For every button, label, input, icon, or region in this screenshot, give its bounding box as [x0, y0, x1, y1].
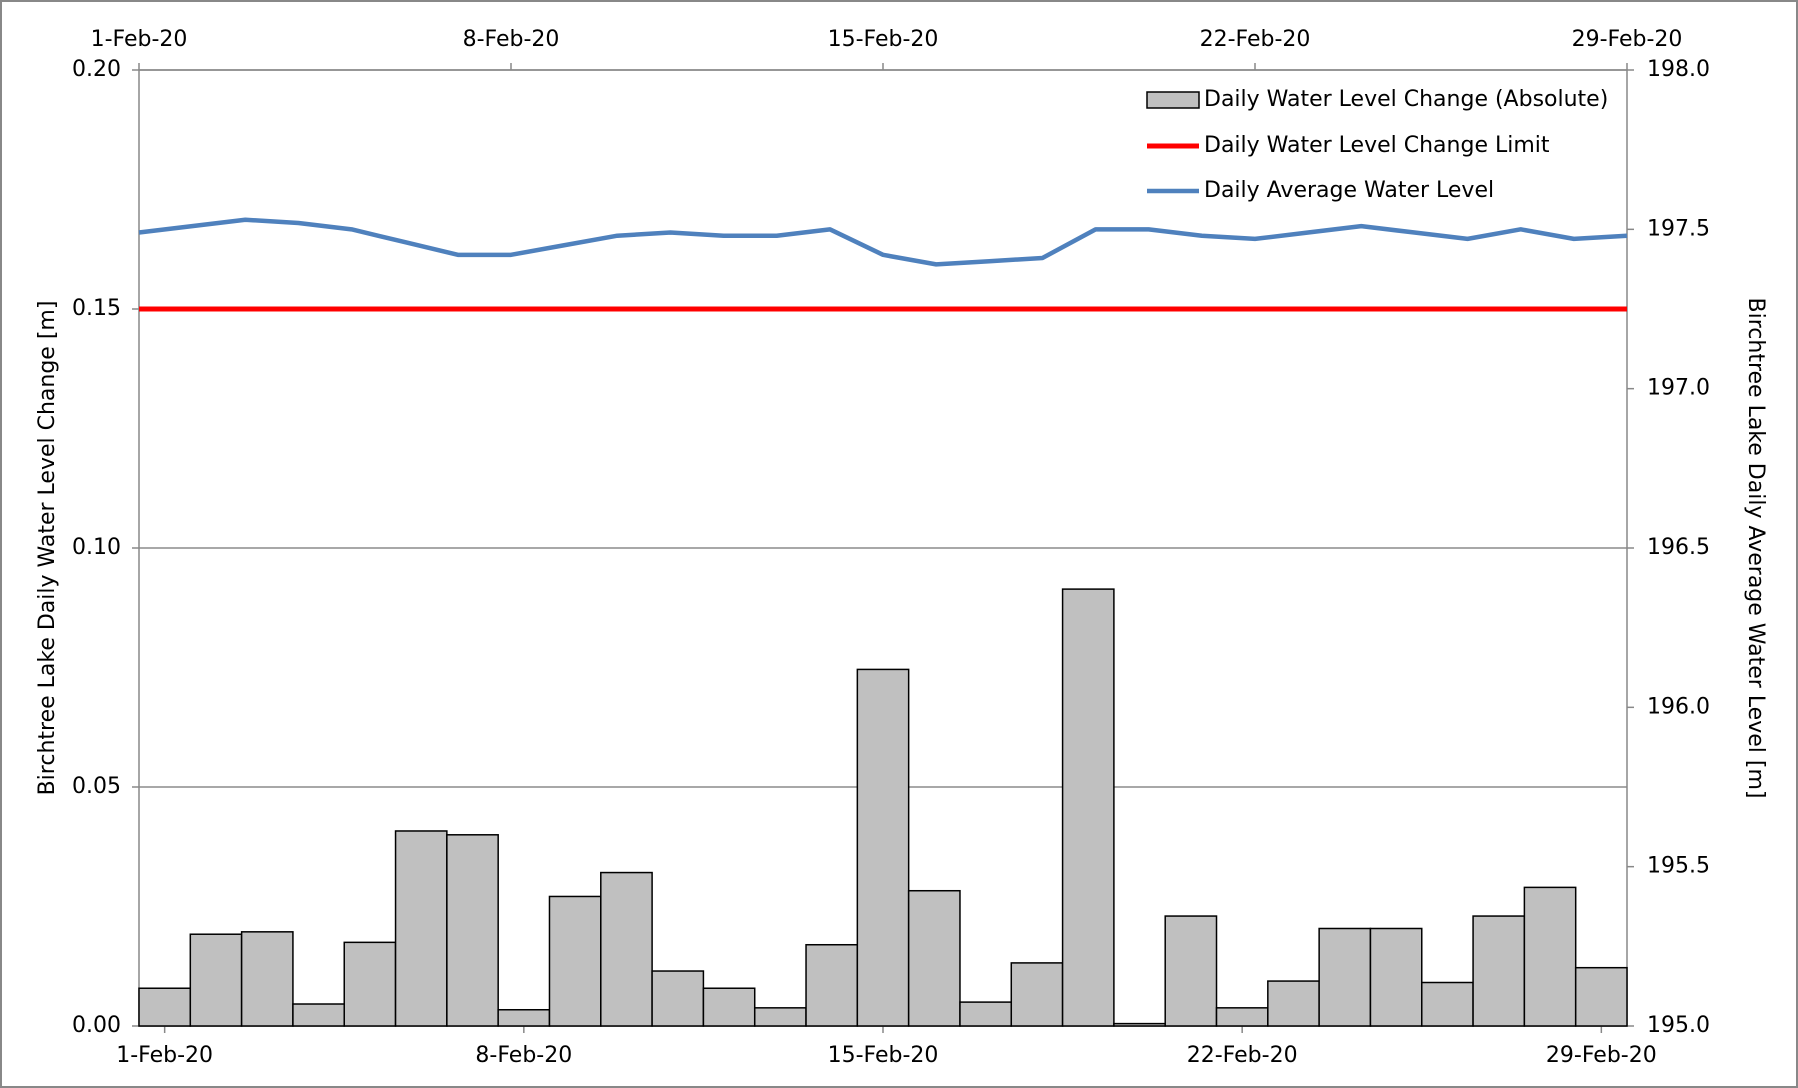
x-tick-label: 8-Feb-20 [475, 1043, 572, 1068]
bar [1164, 915, 1218, 1027]
bar [1318, 927, 1372, 1027]
bar [240, 931, 294, 1027]
bar [1472, 915, 1526, 1027]
x-tick-label: 15-Feb-20 [828, 1043, 939, 1068]
bar [1267, 980, 1320, 1027]
x-tick-label: 1-Feb-20 [116, 1043, 213, 1068]
y-axis-title: Birchtree Lake Daily Water Level Change … [35, 301, 60, 796]
bar [959, 1001, 1013, 1027]
bar [600, 871, 653, 1027]
y2-tick-label: 197.0 [1647, 376, 1710, 401]
x2-tick-label: 8-Feb-20 [463, 27, 560, 52]
bar [548, 895, 602, 1027]
bar [651, 970, 705, 1027]
x2-tick-label: 29-Feb-20 [1572, 27, 1683, 52]
x-tick-label: 22-Feb-20 [1187, 1043, 1298, 1068]
x2-tick-label: 15-Feb-20 [828, 27, 939, 52]
bar [1215, 1007, 1269, 1027]
bar [907, 889, 961, 1027]
y2-axis-title: Birchtree Lake Daily Average Water Level… [1743, 298, 1768, 799]
y2-tick-label: 197.5 [1647, 216, 1710, 241]
legend-label: Daily Water Level Change Limit [1204, 133, 1550, 158]
y-tick-label: 0.20 [72, 57, 121, 82]
legend-swatch [1146, 91, 1200, 109]
bar [702, 987, 756, 1027]
bar [497, 1008, 551, 1027]
legend-label: Daily Water Level Change (Absolute) [1204, 87, 1608, 112]
bar [292, 1003, 345, 1027]
x-tick-label: 29-Feb-20 [1546, 1043, 1657, 1068]
bar [1421, 981, 1474, 1027]
bar [1369, 927, 1423, 1027]
y2-tick-label: 195.5 [1647, 854, 1710, 879]
bar [856, 668, 910, 1027]
y2-tick-label: 196.5 [1647, 535, 1710, 560]
y-tick-label: 0.15 [72, 296, 121, 321]
x2-tick-label: 22-Feb-20 [1200, 27, 1311, 52]
bar [1061, 588, 1115, 1027]
bar [805, 943, 859, 1027]
x2-tick-label: 1-Feb-20 [91, 27, 188, 52]
bar [1113, 1022, 1166, 1027]
y2-tick-label: 196.0 [1647, 694, 1710, 719]
bar [394, 830, 448, 1027]
y-tick-label: 0.05 [72, 774, 121, 799]
bar [1523, 886, 1577, 1027]
y2-tick-label: 195.0 [1647, 1013, 1710, 1038]
bar [189, 933, 243, 1027]
bar [446, 834, 499, 1027]
bar [1010, 962, 1064, 1027]
bar [138, 987, 192, 1027]
y2-tick-label: 198.0 [1647, 57, 1710, 82]
level-line [138, 217, 1628, 267]
y-tick-label: 0.00 [72, 1013, 121, 1038]
y-tick-label: 0.10 [72, 535, 121, 560]
bar [753, 1007, 807, 1027]
bar [343, 941, 397, 1027]
bar [1574, 966, 1628, 1027]
legend-label: Daily Average Water Level [1204, 178, 1494, 203]
